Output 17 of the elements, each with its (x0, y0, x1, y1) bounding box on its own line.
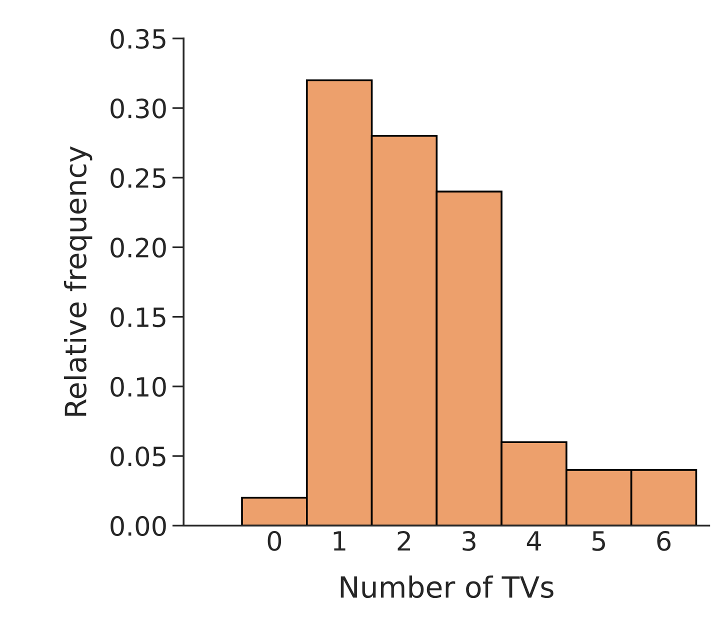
x-tick-label: 4 (526, 531, 541, 551)
x-axis-title: Number of TVs (340, 575, 554, 598)
y-tick-label: 0.15 (110, 307, 166, 328)
y-tick-label: 0.20 (110, 238, 166, 258)
y-axis-title: Relative frequency (64, 146, 92, 416)
x-tick-label: 5 (592, 531, 605, 551)
x-tick-label: 1 (334, 531, 346, 551)
x-tick-label: 3 (462, 530, 476, 551)
y-tick-label: 0.10 (110, 376, 166, 397)
x-tick-label: 2 (398, 530, 410, 551)
x-tick-label: 6 (657, 530, 671, 551)
x-tick-label: 0 (268, 530, 282, 551)
y-tick-label: 0.25 (110, 168, 166, 188)
y-tick-label: 0.35 (110, 28, 166, 49)
y-tick-label: 0.00 (110, 516, 166, 536)
y-tick-label: 0.30 (110, 98, 166, 118)
y-tick-label: 0.05 (110, 446, 166, 466)
